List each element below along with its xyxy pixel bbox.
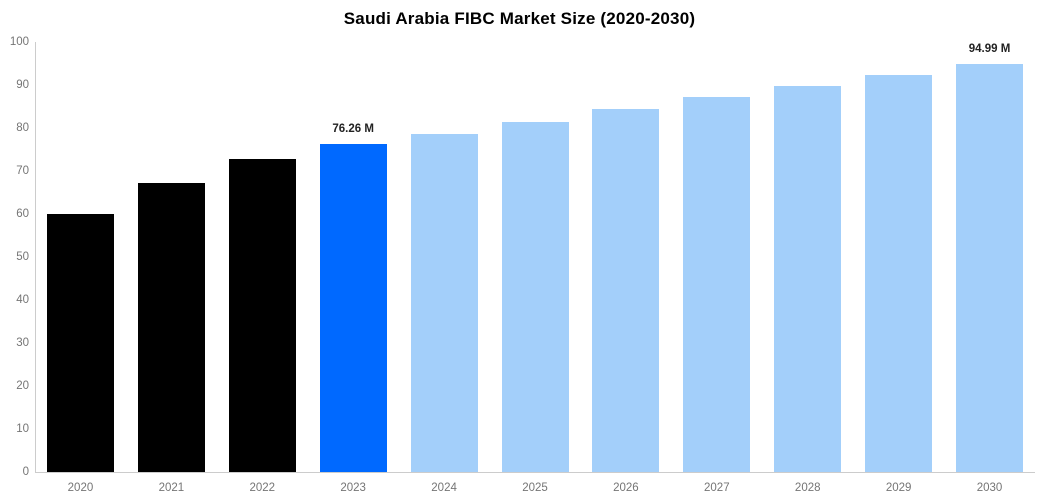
x-tick-label-2029: 2029 — [885, 482, 912, 494]
x-tick-label-2020: 2020 — [67, 482, 94, 494]
y-tick-label-80: 80 — [16, 122, 29, 134]
y-tick-label-90: 90 — [16, 79, 29, 91]
bar-2022 — [228, 158, 296, 472]
y-tick-label-20: 20 — [16, 380, 29, 392]
x-tick-label-2026: 2026 — [613, 482, 639, 494]
bar-2025 — [501, 121, 569, 472]
y-tick-label-40: 40 — [16, 294, 29, 306]
x-tick-label-2022: 2022 — [249, 482, 276, 494]
bar-2023 — [319, 144, 387, 472]
bar-2028 — [774, 86, 842, 472]
y-tick-label-70: 70 — [16, 165, 29, 177]
bar-value-label-2030: 94.99 M — [968, 42, 1011, 55]
x-tick-label-2027: 2027 — [704, 482, 730, 494]
bar-2029 — [865, 75, 933, 472]
x-tick-label-2030: 2030 — [976, 482, 1003, 494]
bar-2027 — [683, 97, 751, 472]
bar-2020 — [46, 214, 114, 472]
x-tick-label-2023: 2023 — [340, 482, 366, 494]
chart-title: Saudi Arabia FIBC Market Size (2020-2030… — [343, 9, 696, 28]
bar-2030 — [956, 63, 1024, 472]
y-tick-label-0: 0 — [22, 466, 29, 478]
x-tick-label-2024: 2024 — [431, 482, 457, 494]
bar-2026 — [592, 109, 660, 472]
x-axis-line — [35, 472, 1035, 473]
y-tick-label-50: 50 — [16, 251, 29, 263]
x-tick-label-2025: 2025 — [522, 482, 548, 494]
bar-2024 — [410, 134, 478, 472]
y-tick-label-10: 10 — [16, 423, 29, 435]
y-tick-label-100: 100 — [9, 36, 29, 48]
bar-value-label-2023: 76.26 M — [332, 123, 374, 136]
y-tick-label-30: 30 — [16, 337, 29, 349]
y-axis-line — [35, 42, 36, 472]
x-tick-label-2028: 2028 — [794, 482, 821, 494]
y-tick-label-60: 60 — [16, 208, 29, 220]
x-tick-label-2021: 2021 — [158, 482, 185, 494]
bar-2021 — [137, 183, 205, 472]
